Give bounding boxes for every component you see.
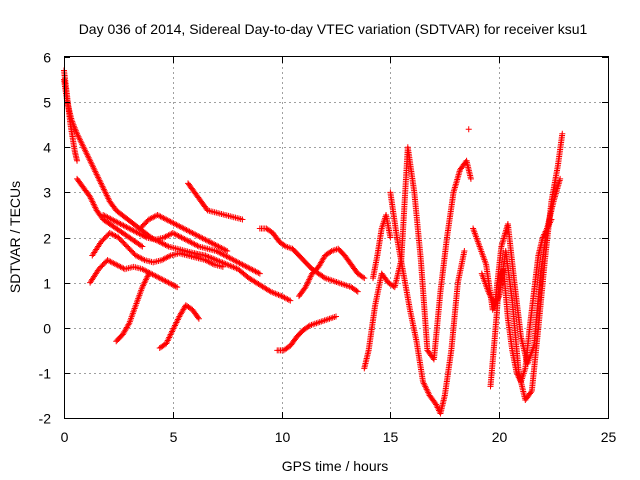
series-outlier: [465, 126, 472, 133]
data-point: [138, 242, 145, 249]
data-point: [327, 248, 334, 255]
x-tick-label: 15: [383, 429, 399, 445]
chart-ticks: 0 5 10 15 20 25 -2 -1 0 1 2 3 4 5 6: [39, 50, 617, 446]
y-tick-label: 1: [43, 276, 51, 292]
series-arc-8: [137, 211, 231, 255]
series-arc-7: [113, 270, 152, 345]
data-point: [209, 260, 216, 267]
data-point: [281, 242, 288, 249]
y-tick-label: 2: [43, 231, 51, 247]
data-point: [163, 242, 170, 249]
y-tick-label: 3: [43, 185, 51, 201]
data-point: [172, 283, 179, 290]
data-point: [174, 284, 181, 291]
data-point: [139, 243, 146, 250]
y-axis-label: SDTVAR / TECUs: [7, 181, 23, 293]
series-arc-13: [296, 245, 368, 300]
series-arc-14: [361, 144, 474, 372]
data-point: [285, 296, 292, 303]
y-tick-label: 4: [43, 140, 51, 156]
x-tick-label: 20: [492, 429, 508, 445]
data-point: [333, 313, 339, 320]
chart-title: Day 036 of 2014, Sidereal Day-to-day VTE…: [79, 21, 588, 37]
data-point: [361, 275, 368, 282]
data-point: [387, 234, 394, 241]
y-tick-label: 0: [43, 321, 51, 337]
data-point: [145, 270, 152, 277]
x-tick-label: 10: [275, 429, 291, 445]
data-point: [354, 288, 361, 295]
series-arc-15: [369, 211, 394, 282]
series-arc-12: [274, 313, 339, 354]
series-arc-19: [487, 216, 555, 390]
data-point: [224, 248, 231, 255]
data-point: [256, 270, 263, 277]
series-arc-4: [87, 257, 181, 291]
data-point: [465, 126, 472, 133]
data-point: [219, 263, 226, 270]
data-point: [239, 216, 246, 223]
series-arc-16: [387, 189, 468, 417]
data-point: [125, 321, 132, 328]
data-point: [461, 248, 468, 255]
x-tick-label: 0: [61, 429, 69, 445]
plot-frame: [64, 56, 609, 419]
data-point: [74, 157, 81, 164]
series-arc-5: [89, 229, 226, 270]
series-arc-9: [156, 302, 202, 352]
data-point: [222, 247, 229, 254]
series-arc-11: [256, 225, 361, 295]
data-point: [305, 323, 312, 330]
data-point: [287, 297, 294, 304]
data-point: [194, 242, 201, 249]
y-tick-label: 6: [43, 50, 51, 66]
data-point: [527, 389, 534, 396]
y-tick-label: 5: [43, 95, 51, 111]
data-point: [142, 233, 149, 240]
data-point: [194, 314, 201, 321]
data-point: [320, 274, 327, 281]
data-point: [140, 256, 147, 263]
data-point: [467, 175, 474, 182]
series-arc-18: [478, 175, 564, 367]
x-axis-label: GPS time / hours: [282, 458, 389, 474]
series-arc-10: [185, 180, 246, 223]
data-point: [557, 175, 564, 182]
data-point: [195, 315, 202, 322]
x-tick-label: 5: [170, 429, 178, 445]
y-tick-label: -1: [39, 366, 52, 382]
data-point: [359, 274, 366, 281]
data-point: [166, 253, 173, 260]
series-arc-6: [100, 211, 263, 277]
data-point: [266, 287, 273, 294]
data-point: [548, 216, 555, 223]
x-tick-label: 25: [601, 429, 617, 445]
data-point: [255, 269, 262, 276]
y-tick-label: -2: [39, 411, 52, 427]
chart-marks: [61, 67, 566, 417]
data-point: [353, 287, 360, 294]
data-point: [559, 130, 566, 137]
